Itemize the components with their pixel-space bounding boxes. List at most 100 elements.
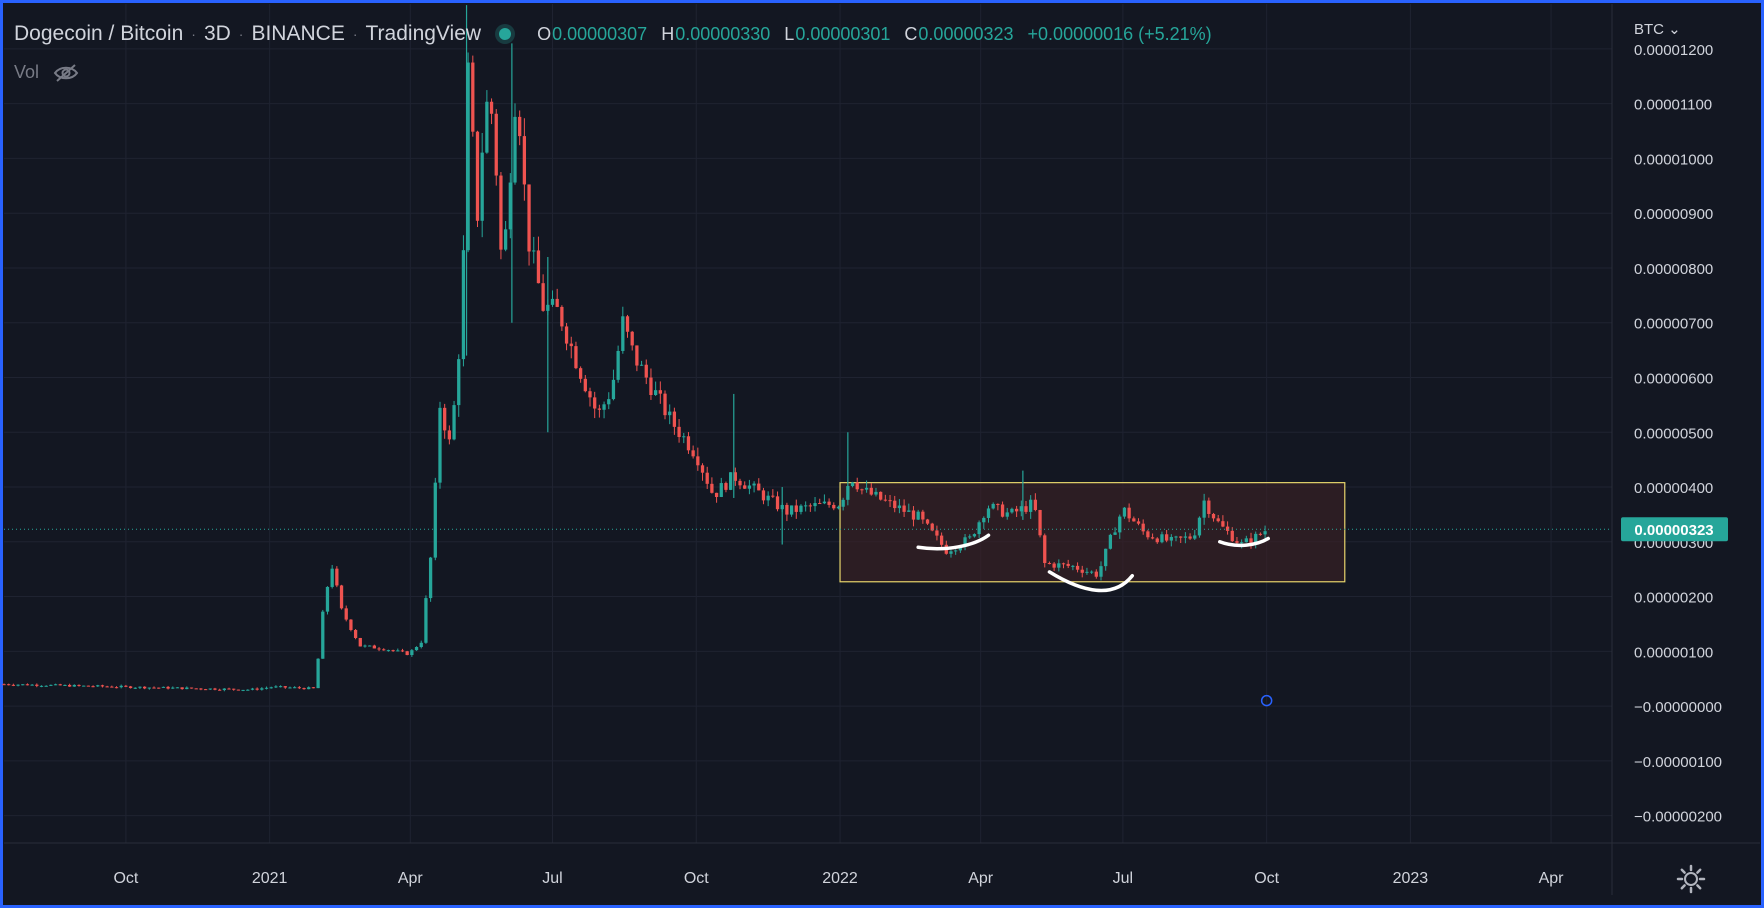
candle-body (836, 506, 841, 509)
candle-body (264, 687, 269, 689)
candle-body (879, 491, 883, 500)
candle-body (400, 650, 405, 652)
eye-hidden-icon[interactable] (53, 63, 79, 83)
ohlc-high: H0.00000330 (661, 24, 770, 45)
candle-body (391, 650, 395, 652)
candle-body (489, 101, 494, 114)
candle-body (438, 407, 442, 483)
candle-body (771, 495, 775, 497)
candle-body (44, 685, 48, 687)
ohlc-change: +0.00000016 (+5.21%) (1027, 23, 1212, 44)
candle-body (485, 101, 489, 153)
candle-body (218, 689, 222, 691)
candle-body (541, 283, 545, 311)
y-tick-label: 0.00000200 (1634, 590, 1713, 607)
currency-selector[interactable]: BTC ⌄ (1634, 20, 1681, 38)
candle-body (616, 350, 620, 380)
candle-body (1085, 571, 1089, 573)
candle-body (864, 487, 869, 490)
candle-body (897, 505, 902, 509)
candle-body (1202, 500, 1206, 518)
candle-body (1005, 512, 1009, 517)
candle-body (569, 343, 573, 347)
candle-body (1263, 531, 1267, 535)
candle-body (339, 585, 344, 609)
candle-body (1249, 538, 1253, 544)
candle-body (911, 510, 916, 520)
candle-body (447, 430, 452, 440)
candle-body (883, 499, 887, 501)
candle-body (1094, 571, 1098, 577)
y-tick-label: 0.00000400 (1634, 480, 1713, 497)
candle-body (377, 648, 381, 650)
candle-body (874, 491, 878, 495)
candle-body (283, 686, 287, 688)
candle-body (860, 489, 864, 491)
candle-body (691, 450, 695, 457)
candle-body (1216, 518, 1220, 522)
low-key: L (784, 23, 795, 44)
candle-body (349, 619, 353, 630)
candle-body (658, 390, 662, 394)
candle-body (232, 688, 236, 690)
volume-label[interactable]: Vol (14, 62, 40, 82)
x-tick-label: Jul (1113, 870, 1133, 887)
hand-drawn-curve (1218, 536, 1270, 548)
candle-body (25, 684, 30, 686)
volume-legend: Vol (14, 62, 79, 83)
y-tick-label: −0.00000100 (1634, 754, 1722, 771)
candle-body (1188, 536, 1192, 539)
high-key: H (661, 23, 675, 44)
candle-body (1150, 537, 1155, 539)
candle-body (414, 646, 419, 651)
candle-body (625, 316, 630, 332)
candle-body (1061, 563, 1066, 565)
candle-body (668, 411, 672, 416)
candle-body (419, 642, 423, 647)
x-tick-label: Oct (1254, 870, 1279, 887)
candle-body (307, 687, 311, 690)
candle-body (1033, 499, 1038, 511)
candle-body (1024, 506, 1028, 512)
candle-body (53, 684, 58, 686)
candle-body (663, 393, 667, 416)
candle-body (269, 687, 273, 689)
candle-body (902, 505, 906, 512)
candle-body (841, 499, 845, 507)
candle-body (714, 492, 719, 497)
candle-body (761, 490, 766, 501)
candle-body (682, 436, 686, 438)
candle-body (503, 229, 508, 250)
candle-body (729, 472, 733, 490)
candle-body (185, 687, 189, 690)
candle-body (813, 503, 817, 507)
x-tick-label: Jul (542, 870, 562, 887)
candle-body (1169, 536, 1173, 541)
candle-body (1000, 504, 1005, 517)
candle-body (954, 550, 958, 552)
candle-body (452, 405, 456, 440)
candle-body (166, 686, 170, 689)
market-status-icon[interactable] (499, 28, 512, 40)
settings-gear-icon[interactable] (1676, 864, 1706, 894)
candle-body (752, 483, 756, 486)
candle-body (321, 611, 325, 659)
high-value: 0.00000330 (675, 23, 771, 44)
candle-body (396, 650, 400, 652)
symbol-name[interactable]: Dogecoin / Bitcoin (14, 22, 184, 45)
legend-separator: · (238, 26, 244, 42)
candle-body (949, 551, 953, 554)
x-tick-label: 2021 (252, 870, 288, 887)
candle-body (850, 482, 855, 487)
candle-body (124, 685, 128, 687)
y-tick-label: 0.00000800 (1634, 261, 1713, 278)
candle-body (143, 686, 147, 689)
candle-body (119, 685, 123, 688)
candle-body (114, 687, 119, 689)
candle-body (518, 116, 522, 137)
candle-body (1132, 518, 1136, 522)
candle-body (475, 131, 480, 221)
interval-label[interactable]: 3D (203, 22, 231, 45)
candle-body (508, 182, 512, 230)
